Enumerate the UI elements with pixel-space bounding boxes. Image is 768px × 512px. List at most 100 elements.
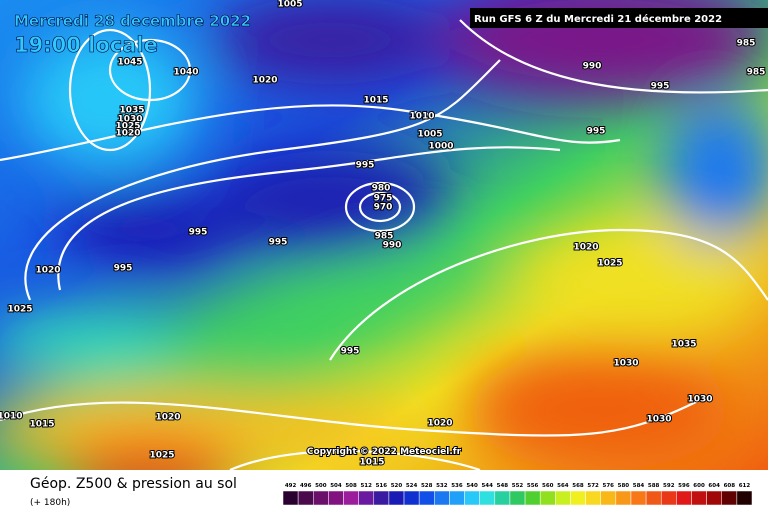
scale-label: 528	[421, 483, 433, 489]
scale-label: 532	[436, 483, 448, 489]
isobar-label: 1025	[115, 122, 140, 132]
isobar-label: 1030	[613, 359, 638, 369]
scale-swatch	[297, 490, 314, 506]
scale-label: 544	[481, 483, 493, 489]
isobar-label: 980	[372, 184, 391, 194]
scale-label: 504	[330, 483, 342, 489]
isobars	[0, 19, 768, 470]
scale-label: 496	[300, 483, 312, 489]
scale-label: 564	[557, 483, 569, 489]
isobar-label: 1030	[687, 395, 712, 405]
isobar-label: 995	[114, 264, 133, 274]
scale-label: 540	[466, 483, 478, 489]
isobar-label: 1020	[427, 419, 452, 429]
scale-label: 596	[678, 483, 690, 489]
scale-swatch	[343, 490, 359, 506]
isobar-label: 1025	[149, 451, 174, 461]
isobar-label: 1005	[277, 0, 302, 10]
isobar-label: 1025	[597, 259, 622, 269]
map-background: 1005104510401020101510351030102510201010…	[0, 0, 768, 470]
scale-swatch	[449, 490, 465, 506]
isobar-label: 1010	[0, 412, 23, 422]
scale-swatch	[524, 490, 541, 506]
isobar-label: 995	[269, 238, 288, 248]
isobar-label: 1005	[417, 130, 442, 140]
scale-swatch	[615, 490, 632, 506]
forecast-hours: (+ 180h)	[30, 498, 70, 508]
scale-swatch	[282, 490, 299, 506]
scale-label: 524	[406, 483, 418, 489]
isobar-label: 1035	[671, 340, 696, 350]
isobar-label: 1015	[359, 458, 384, 468]
scale-swatch	[600, 490, 617, 506]
isobar-label: 1020	[155, 413, 180, 423]
scale-swatch	[736, 490, 753, 506]
isobar-label: 975	[374, 194, 393, 204]
isobar-label: 985	[375, 232, 394, 242]
scale-swatch	[494, 490, 511, 506]
forecast-time: 19:00 locale	[14, 33, 158, 57]
isobar-label: 995	[356, 161, 375, 171]
isobar-label: 1020	[252, 76, 277, 86]
scale-label: 560	[542, 483, 554, 489]
scale-label: 508	[345, 483, 357, 489]
scale-label: 580	[618, 483, 630, 489]
scale-swatch	[691, 490, 707, 506]
scale-label: 556	[527, 483, 539, 489]
scale-label: 516	[376, 483, 388, 489]
scale-label: 576	[603, 483, 615, 489]
scale-swatch	[570, 490, 586, 506]
isobar-label: 1025	[7, 305, 32, 315]
scale-label: 520	[391, 483, 403, 489]
scale-label: 600	[693, 483, 705, 489]
scale-swatch	[660, 490, 677, 506]
scale-label: 612	[739, 483, 751, 489]
isobar-label: 1000	[428, 142, 453, 152]
isobar-label: 1030	[117, 115, 142, 125]
run-info: Run GFS 6 Z du Mercredi 21 décembre 2022	[474, 13, 722, 25]
scale-swatch	[555, 490, 571, 506]
scale-swatch	[328, 490, 344, 506]
isobar-label: 985	[737, 39, 756, 49]
isobar-label: 1030	[646, 415, 671, 425]
isobar-label: 995	[341, 347, 360, 357]
scale-swatch	[721, 490, 738, 506]
scale-swatch	[479, 490, 496, 506]
isobar-label: 1020	[573, 243, 598, 253]
isobar-label: 1035	[119, 106, 144, 116]
isobar-label: 1015	[29, 420, 54, 430]
isobar-label: 1015	[363, 96, 388, 106]
footer-title: Géop. Z500 & pression au sol	[30, 476, 237, 492]
scale-swatch	[418, 490, 435, 506]
scale-label: 584	[633, 483, 645, 489]
scale-label: 608	[724, 483, 736, 489]
isobar-label: 990	[383, 241, 402, 251]
scale-swatch	[706, 490, 722, 506]
scale-label: 500	[315, 483, 327, 489]
scale-label: 568	[572, 483, 584, 489]
isobar-label: 985	[747, 68, 766, 78]
forecast-date: Mercredi 28 decembre 2022	[14, 12, 251, 30]
scale-label: 536	[451, 483, 463, 489]
isobar-label: 1020	[35, 266, 60, 276]
scale-label: 592	[663, 483, 675, 489]
scale-swatch	[313, 490, 329, 506]
scale-label: 588	[648, 483, 660, 489]
copyright: Copyright © 2022 Meteociel.fr	[307, 447, 462, 457]
scale-swatch	[539, 490, 556, 506]
scale-swatch	[434, 490, 450, 506]
scale-label: 604	[708, 483, 720, 489]
isobar-label: 1045	[117, 58, 142, 68]
scale-label: 548	[497, 483, 509, 489]
scale-swatch	[585, 490, 601, 506]
isobar-label: 995	[651, 82, 670, 92]
scale-swatch	[464, 490, 480, 506]
isobar-label: 995	[189, 228, 208, 238]
isobar-label: 1010	[409, 112, 434, 122]
scale-swatch	[403, 490, 420, 506]
scale-swatch	[509, 490, 526, 506]
scale-swatch	[373, 490, 390, 506]
isobar-label: 1020	[115, 129, 140, 139]
scale-swatch	[645, 490, 662, 506]
